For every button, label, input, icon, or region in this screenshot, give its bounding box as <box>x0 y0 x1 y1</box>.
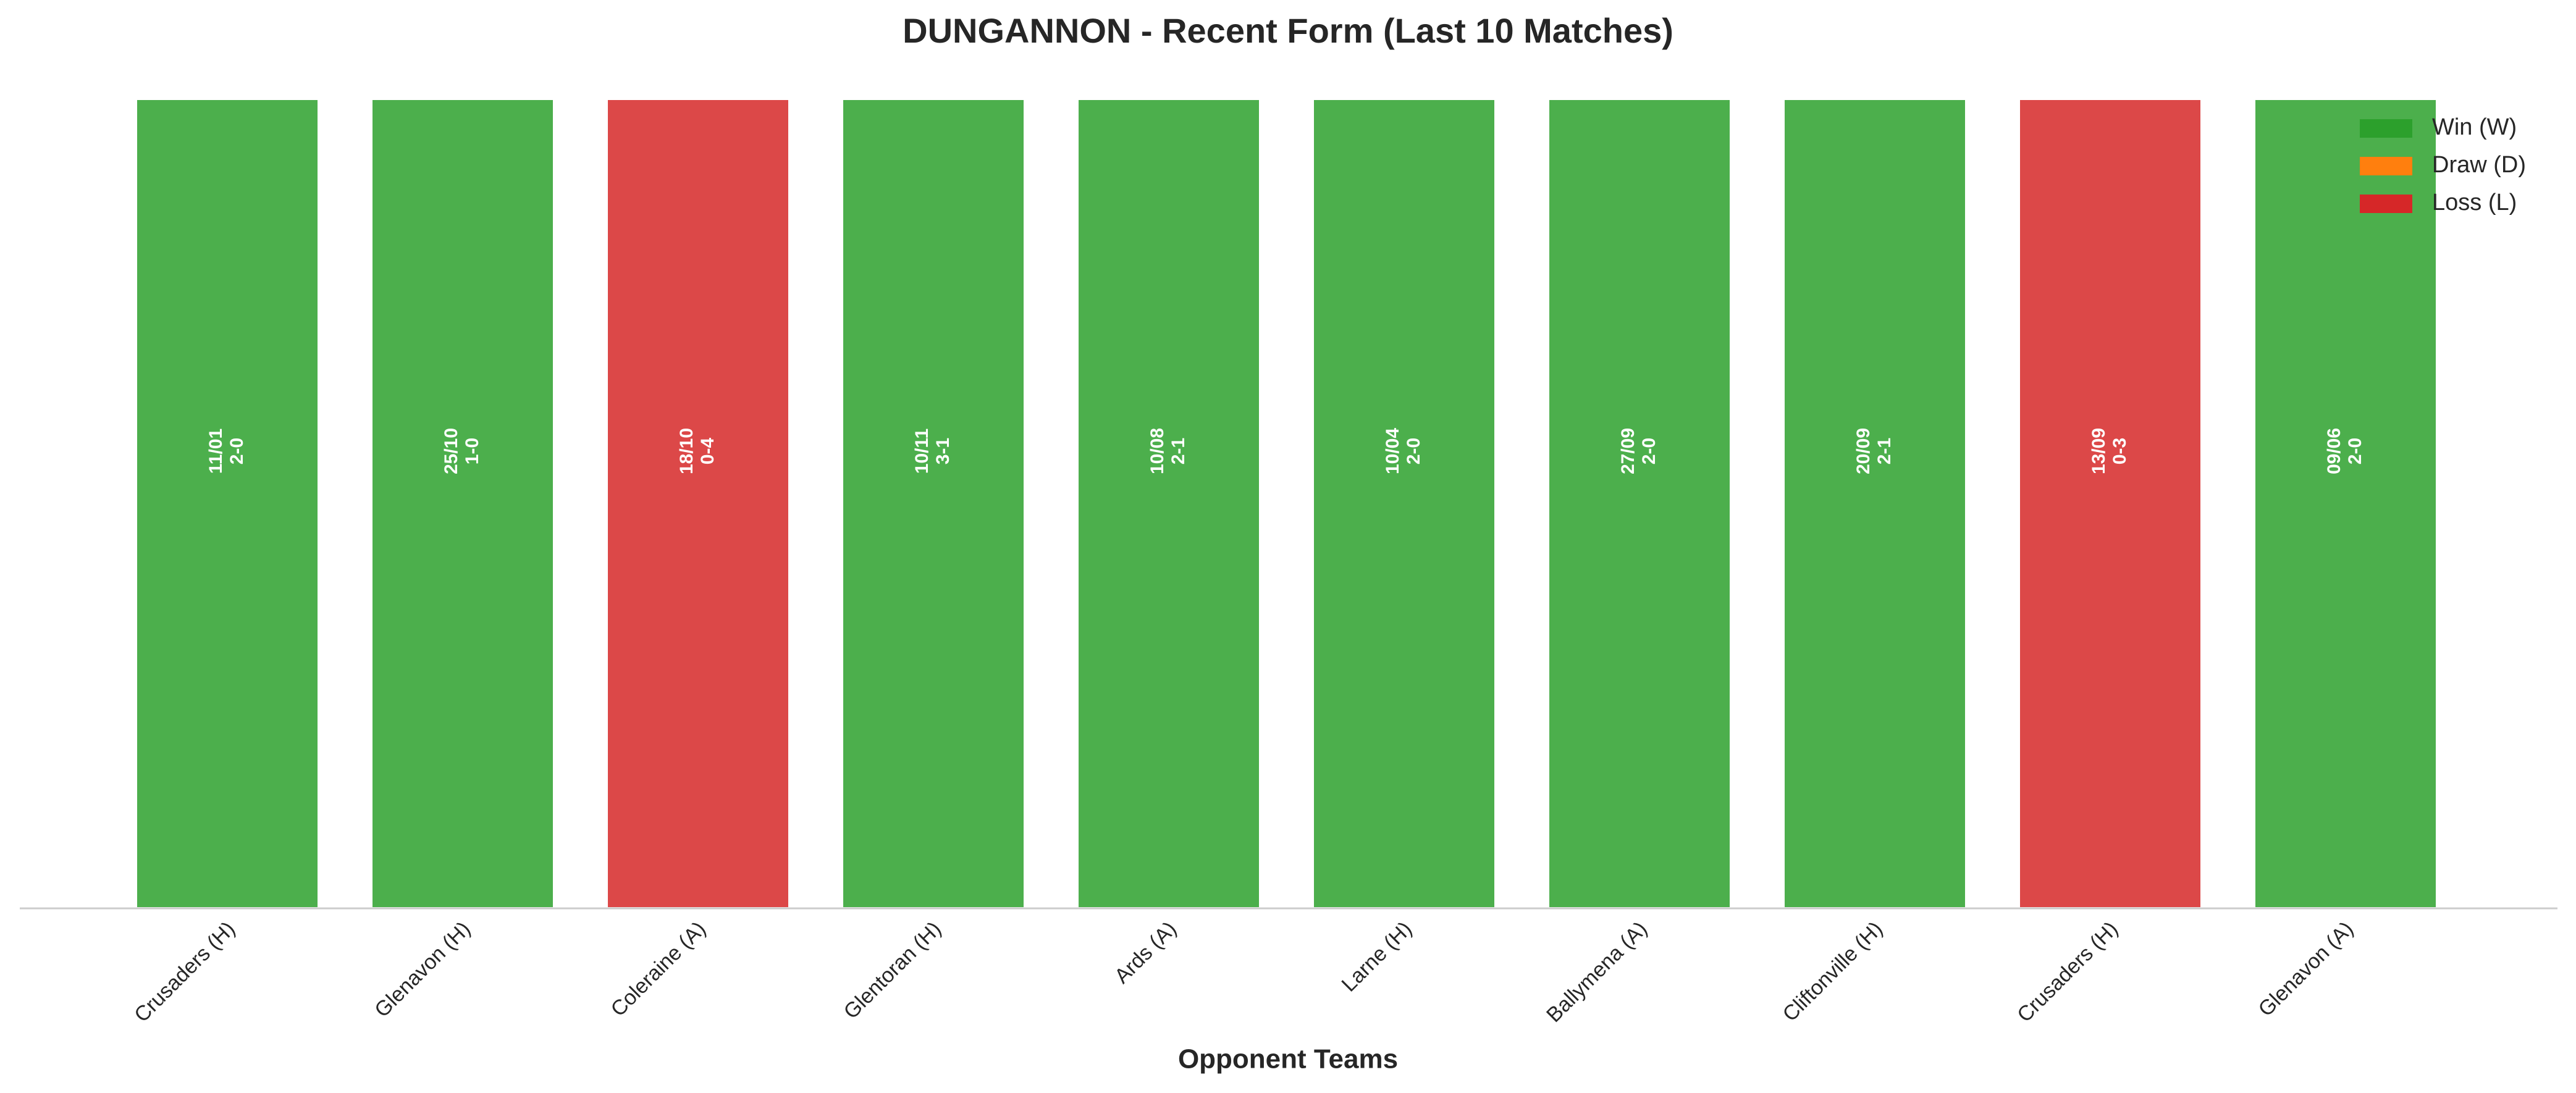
bar-label: 2-1 <box>1874 438 1895 464</box>
bar-label: 10/11 <box>912 429 932 474</box>
bar <box>2018 98 2203 910</box>
bar-label: 1-0 <box>462 438 482 464</box>
bar-label: 2-0 <box>1404 438 1424 464</box>
bar-label: 0-4 <box>697 438 718 465</box>
bar-label: 27/09 <box>1618 428 1638 474</box>
x-tick-label: Larne (H) <box>1337 917 1416 996</box>
bar-label: 09/06 <box>2324 428 2344 474</box>
bar <box>605 98 791 910</box>
x-tick-label: Coleraine (A) <box>606 917 710 1021</box>
x-tick-label: Ards (A) <box>1110 917 1181 988</box>
bar <box>1547 98 1732 910</box>
bar-label: 13/09 <box>2089 428 2109 474</box>
legend-label: Win (W) <box>2432 114 2517 140</box>
bar-label: 2-0 <box>227 438 247 464</box>
bar-label: 2-0 <box>1639 438 1659 464</box>
legend-swatch <box>2360 157 2412 175</box>
bar-label: 10/04 <box>1383 428 1403 474</box>
x-tick-label: Crusaders (H) <box>130 917 240 1027</box>
bar-label: 0-3 <box>2110 438 2130 464</box>
bar <box>1076 98 1261 910</box>
bar-label: 20/09 <box>1853 428 1874 474</box>
bar-label: 10/08 <box>1147 428 1168 474</box>
chart-title: DUNGANNON - Recent Form (Last 10 Matches… <box>903 11 1673 50</box>
bar-label: 11/01 <box>206 429 226 474</box>
bar <box>841 98 1026 910</box>
x-tick-label: Ballymena (A) <box>1542 917 1652 1027</box>
bar-label: 3-1 <box>933 438 953 464</box>
bar-label: 2-1 <box>1168 438 1189 464</box>
x-tick-label: Glenavon (H) <box>370 917 475 1022</box>
x-tick-label: Cliftonville (H) <box>1778 917 1887 1026</box>
bar <box>370 98 555 910</box>
x-tick-label: Glenavon (A) <box>2254 917 2358 1021</box>
bar <box>1311 98 1497 910</box>
bar <box>1782 98 1968 910</box>
bar <box>2253 98 2438 910</box>
bar-label: 2-0 <box>2345 438 2365 464</box>
legend-swatch <box>2360 119 2412 138</box>
bar-label: 25/10 <box>441 428 461 474</box>
bar-label: 18/10 <box>676 428 697 474</box>
legend-label: Draw (D) <box>2432 152 2526 178</box>
bar <box>135 98 320 910</box>
x-tick-label: Glentoran (H) <box>839 917 946 1024</box>
x-tick-label: Crusaders (H) <box>2013 917 2123 1027</box>
legend-swatch <box>2360 195 2412 213</box>
x-axis-label: Opponent Teams <box>1178 1044 1398 1074</box>
legend-label: Loss (L) <box>2432 190 2517 216</box>
